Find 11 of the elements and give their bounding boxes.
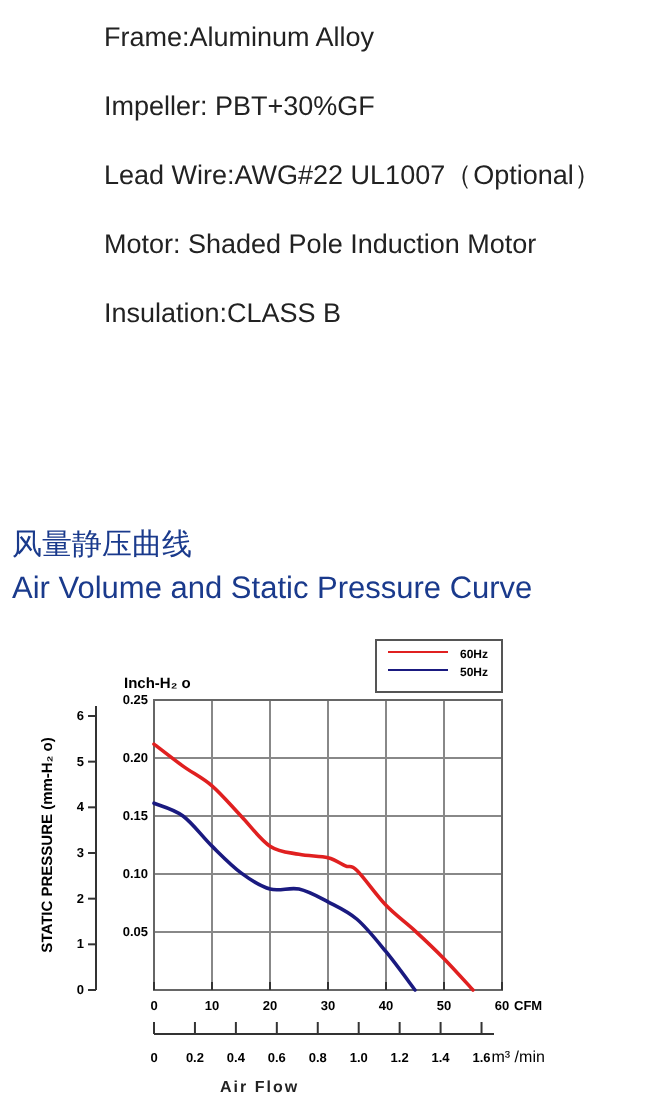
text: Motor: Shaded Pole Induction Motor: [104, 229, 538, 259]
x2-axis-title: m³ /min: [491, 1048, 545, 1066]
chart-title: 风量静压曲线: [12, 528, 192, 562]
text: Impeller: PBT+30%GF: [104, 91, 375, 121]
text: Air Flow: [220, 1078, 300, 1096]
text: Lead Wire:AWG#22 UL1007（Optional）: [104, 160, 602, 190]
line-series: [152, 801, 417, 992]
line-series: [152, 742, 475, 992]
text: Frame:Aluminum Alloy: [104, 22, 375, 52]
text: Insulation:CLASS B: [104, 298, 342, 328]
chart-subtitle: Air Volume and Static Pressure Curve: [12, 572, 533, 606]
